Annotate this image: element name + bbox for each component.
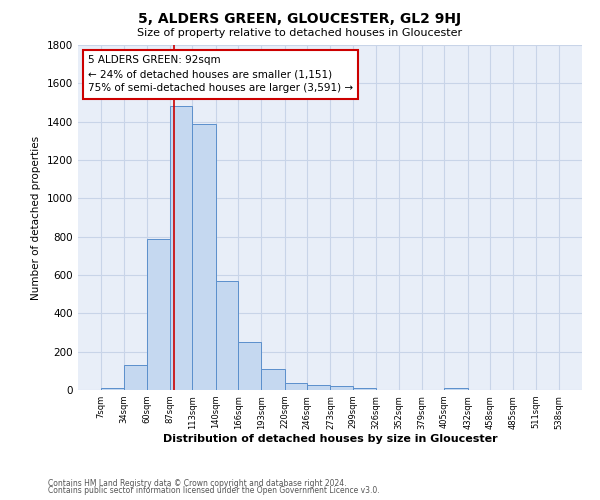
Bar [146,238,170,390]
Bar [445,388,467,390]
X-axis label: Distribution of detached houses by size in Gloucester: Distribution of detached houses by size … [163,434,497,444]
Bar [101,388,124,390]
Y-axis label: Number of detached properties: Number of detached properties [31,136,41,300]
Bar [284,384,307,390]
Text: Size of property relative to detached houses in Gloucester: Size of property relative to detached ho… [137,28,463,38]
Bar [262,369,284,390]
Text: 5 ALDERS GREEN: 92sqm
← 24% of detached houses are smaller (1,151)
75% of semi-d: 5 ALDERS GREEN: 92sqm ← 24% of detached … [88,56,353,94]
Bar [307,385,331,390]
Bar [193,124,215,390]
Text: Contains HM Land Registry data © Crown copyright and database right 2024.: Contains HM Land Registry data © Crown c… [48,478,347,488]
Text: 5, ALDERS GREEN, GLOUCESTER, GL2 9HJ: 5, ALDERS GREEN, GLOUCESTER, GL2 9HJ [139,12,461,26]
Bar [124,365,146,390]
Bar [331,386,353,390]
Bar [353,388,376,390]
Bar [238,342,262,390]
Bar [170,106,193,390]
Text: Contains public sector information licensed under the Open Government Licence v3: Contains public sector information licen… [48,486,380,495]
Bar [215,281,238,390]
